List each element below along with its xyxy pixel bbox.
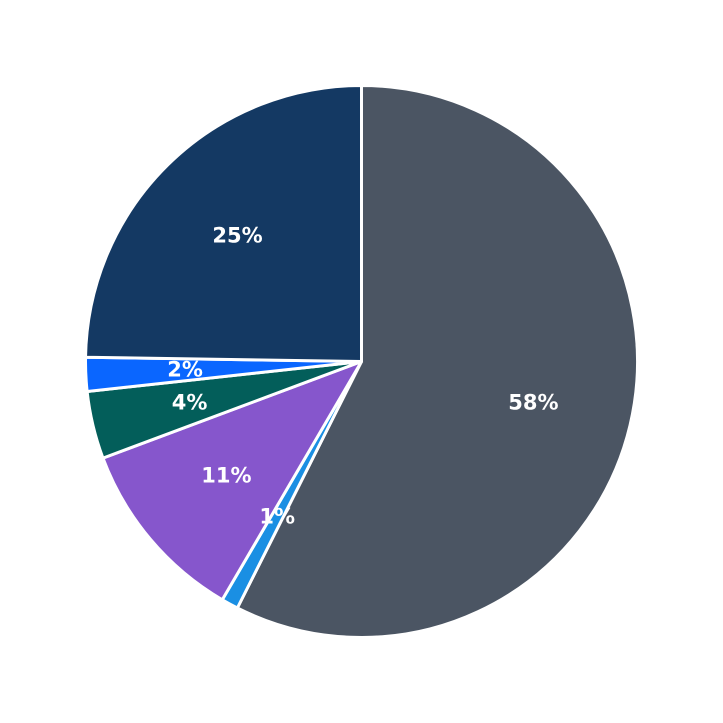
pie-slice-label-5: 25% xyxy=(212,224,262,248)
pie-slice-5 xyxy=(84,84,363,363)
pie-slice-label-1: 1% xyxy=(259,505,295,529)
pie-slice-2 xyxy=(101,360,363,602)
pie-slice-label-2: 11% xyxy=(201,463,251,487)
pie-slice-label-0: 58% xyxy=(508,390,558,414)
pie-slice-0 xyxy=(235,84,639,639)
pie-slice-label-3: 4% xyxy=(172,390,208,414)
pie-labels: 58% 1% 11% 4% 2% 25% xyxy=(167,224,558,529)
pie-slice-label-4: 2% xyxy=(167,358,203,382)
pie-slices xyxy=(84,84,639,639)
